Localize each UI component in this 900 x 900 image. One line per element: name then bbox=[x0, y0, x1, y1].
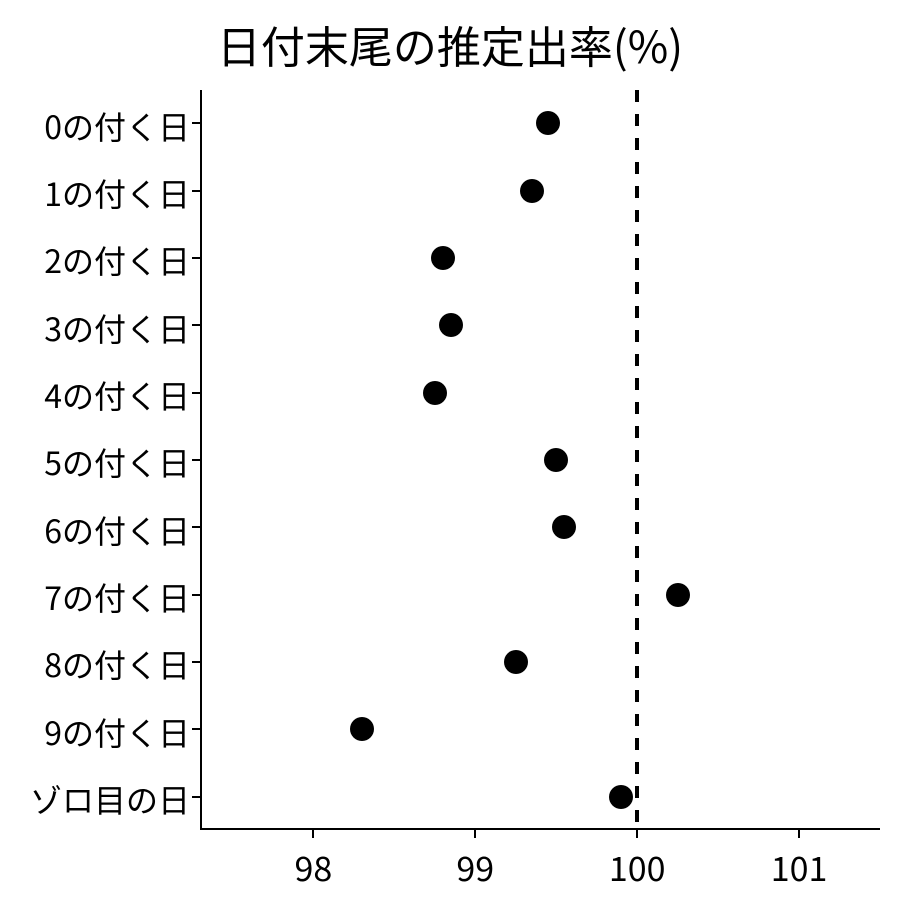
y-tick-label: 2の付く日 bbox=[0, 237, 190, 283]
data-point bbox=[350, 717, 374, 741]
data-point bbox=[504, 650, 528, 674]
data-point bbox=[552, 515, 576, 539]
y-tick-mark bbox=[192, 324, 200, 326]
data-point bbox=[666, 583, 690, 607]
y-tick-mark bbox=[192, 796, 200, 798]
data-point bbox=[536, 111, 560, 135]
data-point bbox=[609, 785, 633, 809]
y-tick-label: 7の付く日 bbox=[0, 574, 190, 620]
x-tick-label: 98 bbox=[294, 842, 332, 891]
y-tick-mark bbox=[192, 190, 200, 192]
y-tick-label: 4の付く日 bbox=[0, 372, 190, 418]
y-tick-label: 6の付く日 bbox=[0, 507, 190, 553]
x-tick-mark bbox=[474, 830, 476, 838]
x-tick-mark bbox=[312, 830, 314, 838]
data-point bbox=[431, 246, 455, 270]
reference-line bbox=[635, 90, 639, 830]
y-axis-line bbox=[200, 90, 202, 830]
x-tick-mark bbox=[636, 830, 638, 838]
y-tick-mark bbox=[192, 526, 200, 528]
y-tick-mark bbox=[192, 257, 200, 259]
data-point bbox=[544, 448, 568, 472]
y-tick-label: ゾロ目の日 bbox=[0, 776, 190, 822]
y-tick-mark bbox=[192, 392, 200, 394]
y-tick-label: 8の付く日 bbox=[0, 641, 190, 687]
y-tick-label: 9の付く日 bbox=[0, 709, 190, 755]
x-tick-label: 99 bbox=[456, 842, 494, 891]
x-axis-line bbox=[200, 828, 880, 830]
x-tick-label: 100 bbox=[609, 842, 666, 891]
y-tick-label: 3の付く日 bbox=[0, 305, 190, 351]
plot-area: 0の付く日1の付く日2の付く日3の付く日4の付く日5の付く日6の付く日7の付く日… bbox=[200, 90, 880, 830]
y-tick-label: 1の付く日 bbox=[0, 170, 190, 216]
data-point bbox=[520, 179, 544, 203]
data-point bbox=[439, 313, 463, 337]
y-tick-label: 5の付く日 bbox=[0, 439, 190, 485]
data-point bbox=[423, 381, 447, 405]
y-tick-mark bbox=[192, 459, 200, 461]
y-tick-mark bbox=[192, 594, 200, 596]
x-tick-label: 101 bbox=[771, 842, 828, 891]
y-tick-label: 0の付く日 bbox=[0, 103, 190, 149]
chart-title: 日付末尾の推定出率(%) bbox=[0, 12, 900, 76]
chart-container: 日付末尾の推定出率(%) 0の付く日1の付く日2の付く日3の付く日4の付く日5の… bbox=[0, 0, 900, 900]
x-tick-mark bbox=[798, 830, 800, 838]
y-tick-mark bbox=[192, 661, 200, 663]
y-tick-mark bbox=[192, 728, 200, 730]
y-tick-mark bbox=[192, 122, 200, 124]
